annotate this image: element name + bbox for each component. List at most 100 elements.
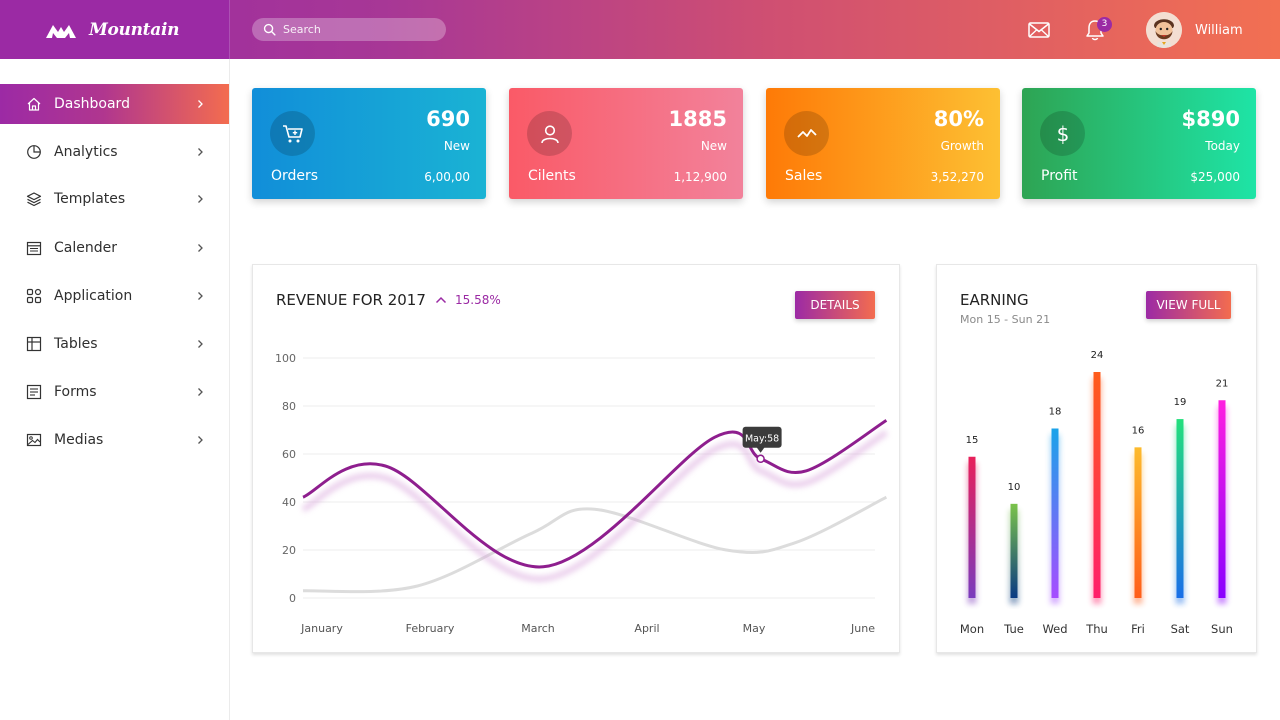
sidebar-item-medias[interactable]: Medias <box>0 420 229 460</box>
bar-fri[interactable] <box>1134 447 1142 598</box>
sidebar: Dashboard Analytics Templates Calender A… <box>0 59 230 720</box>
image-icon <box>26 432 42 448</box>
bar-sun[interactable] <box>1218 400 1226 598</box>
bar-wed[interactable] <box>1051 428 1059 599</box>
cart-icon <box>270 111 315 156</box>
profit-sub: Today <box>1205 139 1240 153</box>
user-name[interactable]: William <box>1195 23 1243 38</box>
earning-date-range: Mon 15 - Sun 21 <box>960 313 1051 326</box>
bar-value-label: 15 <box>966 435 979 446</box>
mountain-logo-icon <box>46 24 76 38</box>
avatar[interactable] <box>1146 12 1182 48</box>
orders-sub: New <box>443 139 470 153</box>
bar-tue[interactable] <box>1010 503 1018 598</box>
sales-amount: 3,52,270 <box>930 170 984 184</box>
form-icon <box>26 384 42 400</box>
revenue-growth-value: 15.58% <box>455 293 501 307</box>
arrow-up-icon <box>435 296 447 304</box>
sidebar-item-calender[interactable]: Calender <box>0 228 229 268</box>
profit-label: Profit <box>1041 168 1078 184</box>
search-input[interactable] <box>283 23 433 36</box>
user-icon <box>527 111 572 156</box>
profit-amount: $25,000 <box>1190 170 1240 184</box>
sales-label: Sales <box>785 168 823 184</box>
x-tick-label: Thu <box>1085 622 1108 636</box>
sidebar-item-label: Templates <box>54 191 126 207</box>
bar-mon[interactable] <box>968 456 976 598</box>
chevron-right-icon <box>198 148 203 156</box>
sales-percent: 80% <box>933 107 984 131</box>
chevron-right-icon <box>198 100 203 108</box>
x-tick-label: March <box>521 622 555 635</box>
sidebar-item-templates[interactable]: Templates <box>0 179 229 219</box>
chevron-right-icon <box>198 388 203 396</box>
table-icon <box>26 336 42 352</box>
chevron-right-icon <box>198 195 203 203</box>
sidebar-item-analytics[interactable]: Analytics <box>0 132 229 172</box>
bar-value-label: 16 <box>1132 425 1145 436</box>
y-tick-label: 80 <box>282 400 296 413</box>
revenue-line-chart: 100 80 60 40 20 0 January February March April May… <box>275 352 889 635</box>
sidebar-item-label: Dashboard <box>54 96 130 112</box>
apps-grid-icon <box>26 288 42 304</box>
chart-tooltip: May:58 <box>742 426 782 453</box>
chevron-right-icon <box>198 292 203 300</box>
pie-chart-icon <box>26 144 42 160</box>
clients-amount: 1,12,900 <box>673 170 727 184</box>
view-full-button[interactable]: VIEW FULL <box>1146 291 1231 319</box>
x-tick-label: April <box>634 622 659 635</box>
y-tick-label: 60 <box>282 448 296 461</box>
sidebar-item-application[interactable]: Application <box>0 276 229 316</box>
clients-label: Cilents <box>528 168 576 184</box>
sidebar-item-dashboard[interactable]: Dashboard <box>0 84 229 124</box>
revenue-growth: 15.58% <box>435 293 501 307</box>
clients-count: 1885 <box>668 107 727 131</box>
clients-card[interactable]: 1885 New Cilents 1,12,900 <box>509 88 743 199</box>
y-tick-label: 100 <box>275 352 296 365</box>
clients-sub: New <box>700 139 727 153</box>
details-button[interactable]: DETAILS <box>795 291 875 319</box>
orders-card[interactable]: 690 New Orders 6,00,00 <box>252 88 486 199</box>
sales-card[interactable]: 80% Growth Sales 3,52,270 <box>766 88 1000 199</box>
x-tick-label: Tue <box>1003 622 1024 636</box>
trend-icon <box>784 111 829 156</box>
sidebar-item-label: Tables <box>54 336 98 352</box>
chevron-right-icon <box>198 436 203 444</box>
layers-icon <box>26 191 42 207</box>
earning-bar-chart: 15 Mon 10 Tue 18 Wed 24 Thu 16 Fri 19 Sat 21 Sun <box>960 350 1233 636</box>
mail-icon[interactable] <box>1028 22 1050 38</box>
y-tick-label: 0 <box>289 592 296 605</box>
bar-sat[interactable] <box>1176 419 1184 598</box>
x-tick-label: Wed <box>1042 622 1067 636</box>
orders-label: Orders <box>271 168 319 184</box>
bar-thu[interactable] <box>1093 372 1101 598</box>
home-icon <box>26 96 42 112</box>
sidebar-item-tables[interactable]: Tables <box>0 324 229 364</box>
user-avatar-icon <box>1146 12 1182 48</box>
chevron-right-icon <box>198 244 203 252</box>
bar-value-label: 18 <box>1049 407 1062 418</box>
revenue-title: REVENUE FOR 2017 <box>276 291 426 309</box>
series-line-secondary <box>302 495 888 594</box>
bar-value-label: 19 <box>1174 397 1187 408</box>
x-tick-label: Sat <box>1171 622 1190 636</box>
brand-logo[interactable]: Mountain <box>0 0 230 59</box>
x-tick-label: Fri <box>1131 622 1145 636</box>
sidebar-item-label: Forms <box>54 384 97 400</box>
search-box[interactable] <box>252 18 446 41</box>
y-tick-label: 20 <box>282 544 296 557</box>
sidebar-item-label: Calender <box>54 240 117 256</box>
x-tick-label: January <box>300 622 343 635</box>
sidebar-item-forms[interactable]: Forms <box>0 372 229 412</box>
dollar-icon: $ <box>1040 111 1085 156</box>
chevron-right-icon <box>198 340 203 348</box>
orders-count: 690 <box>426 107 470 131</box>
bar-value-label: 21 <box>1216 378 1229 389</box>
highlight-point[interactable] <box>756 454 765 464</box>
revenue-panel: REVENUE FOR 2017 15.58% DETAILS 100 80 60 4… <box>252 264 900 653</box>
profit-card[interactable]: $ $890 Today Profit $25,000 <box>1022 88 1256 199</box>
x-tick-label: June <box>850 622 875 635</box>
sidebar-item-label: Medias <box>54 432 104 448</box>
notification-badge: 3 <box>1097 17 1112 32</box>
orders-amount: 6,00,00 <box>424 170 470 184</box>
